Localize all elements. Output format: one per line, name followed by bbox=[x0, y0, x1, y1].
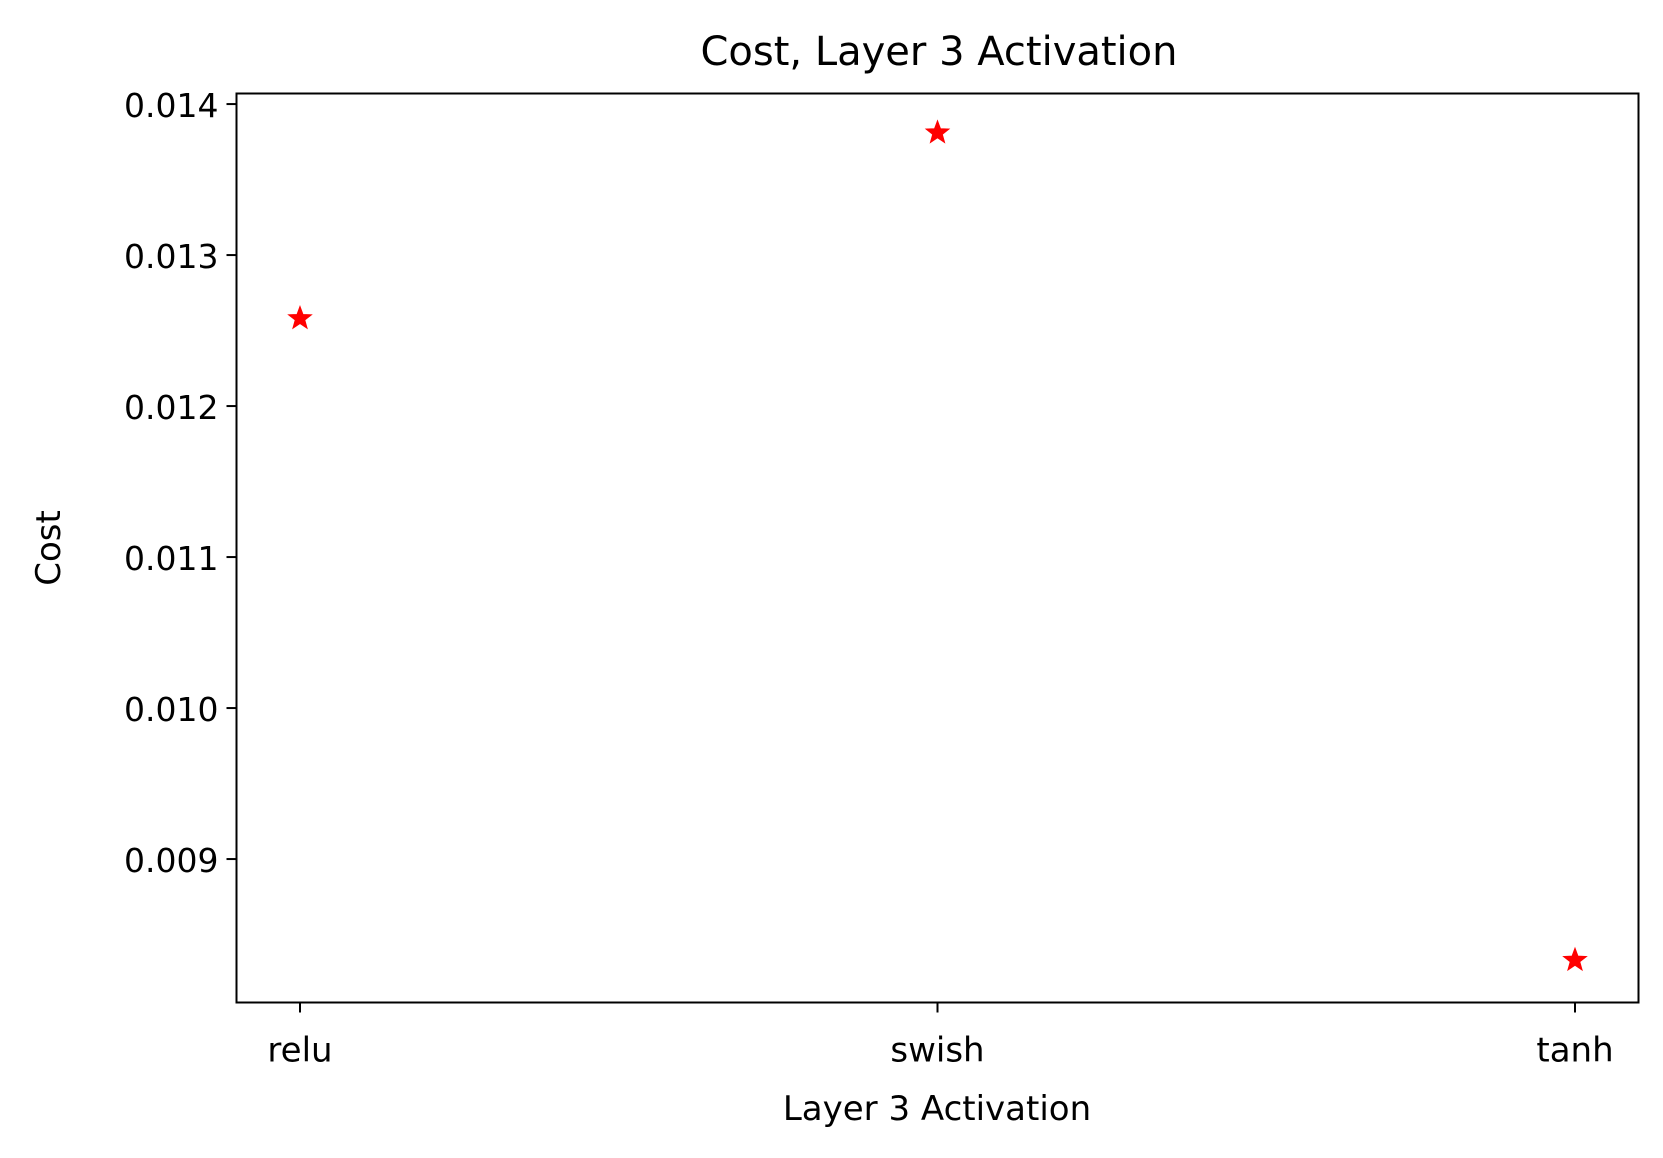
data-points bbox=[287, 119, 1588, 972]
x-tick-label: tanh bbox=[1536, 1031, 1613, 1071]
y-tick-label: 0.009 bbox=[124, 841, 218, 880]
y-tick-label: 0.012 bbox=[124, 388, 218, 427]
x-tick-label: relu bbox=[267, 1031, 332, 1071]
x-axis: relu swish tanh bbox=[267, 1002, 1614, 1071]
y-tick-label: 0.013 bbox=[124, 237, 218, 276]
data-point-star bbox=[1562, 946, 1588, 972]
chart-title: Cost, Layer 3 Activation bbox=[700, 29, 1177, 75]
x-tick-label: swish bbox=[890, 1031, 984, 1071]
y-tick-label: 0.011 bbox=[124, 539, 218, 578]
y-tick-label: 0.014 bbox=[124, 86, 218, 125]
data-point-star bbox=[287, 305, 313, 330]
y-axis-label: Cost bbox=[29, 510, 69, 586]
data-point-star bbox=[924, 119, 951, 144]
y-axis: 0.009 0.010 0.011 0.012 0.013 0.014 bbox=[124, 86, 237, 880]
x-axis-label: Layer 3 Activation bbox=[783, 1089, 1091, 1129]
y-tick-label: 0.010 bbox=[124, 690, 218, 729]
